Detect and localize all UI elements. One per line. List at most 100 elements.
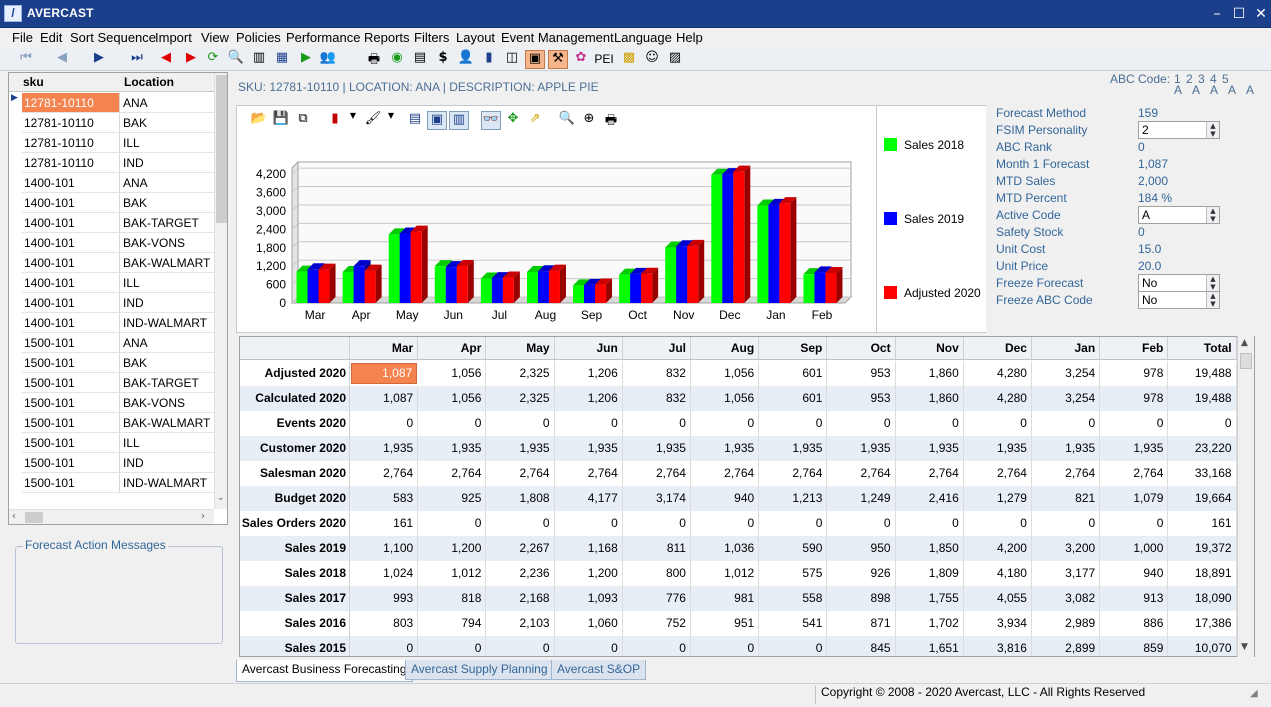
location-cell[interactable]: BAK-VONS — [120, 393, 214, 413]
sku-list-row[interactable]: 1500-101 BAK-WALMART — [9, 413, 214, 433]
grid-scroll-thumb[interactable] — [1240, 353, 1252, 369]
grid-cell[interactable]: 19,488 — [1168, 361, 1237, 386]
scroll-right-icon[interactable]: › — [201, 511, 205, 522]
menu-edit[interactable]: Edit — [40, 30, 63, 45]
paint-icon[interactable]: 🖌 — [364, 111, 382, 126]
chart-type-icon[interactable]: ▮ — [331, 111, 339, 126]
location-cell[interactable]: ILL — [120, 133, 214, 153]
location-cell[interactable]: ILL — [120, 433, 214, 453]
first-record-icon[interactable]: ⏮ — [20, 50, 32, 65]
grid-column-header[interactable]: Jan — [1032, 337, 1101, 360]
previous-record-icon[interactable]: ◀ — [57, 50, 67, 65]
location-cell[interactable]: BAK-VONS — [120, 233, 214, 253]
grid-cell[interactable]: 1,206 — [555, 361, 623, 386]
freeze-forecast-value[interactable]: No — [1142, 276, 1158, 290]
sku-cell[interactable]: 1500-101 — [22, 393, 120, 413]
sku-list-row[interactable]: ▶ 12781-10110 ANA — [9, 93, 214, 113]
calendar-icon[interactable]: ▤ — [413, 50, 427, 65]
grid-cell[interactable]: 953 — [827, 361, 896, 386]
copy-icon[interactable]: ⧉ — [298, 111, 308, 126]
location-cell[interactable]: BAK-TARGET — [120, 373, 214, 393]
spinner-icon[interactable]: ▲ ▼ — [1206, 122, 1219, 138]
glasses-icon[interactable]: 👓 — [481, 111, 501, 130]
paint-dropdown-icon[interactable]: ▼ — [387, 111, 395, 120]
sku-cell[interactable]: 1400-101 — [22, 193, 120, 213]
table-view-icon[interactable]: ▥ — [449, 111, 469, 130]
active-code-value[interactable]: A — [1142, 208, 1151, 222]
location-cell[interactable]: ANA — [120, 333, 214, 353]
sku-cell[interactable]: 1500-101 — [22, 413, 120, 433]
scroll-down-icon[interactable]: ⌄ — [217, 493, 225, 503]
grid-cell[interactable]: 1,860 — [896, 361, 964, 386]
freeze-abc-code-select[interactable]: No ▲ ▼ — [1138, 291, 1220, 309]
menu-file[interactable]: File — [12, 30, 33, 45]
move-icon[interactable]: ✥ — [507, 111, 519, 126]
run-icon[interactable]: ▶ — [301, 50, 311, 65]
location-cell[interactable]: BAK-WALMART — [120, 413, 214, 433]
sku-list-row[interactable]: 1500-101 BAK-TARGET — [9, 373, 214, 393]
scroll-left-icon[interactable]: ‹ — [12, 511, 16, 522]
tab-business-forecasting[interactable]: Avercast Business Forecasting — [236, 660, 413, 682]
print-icon[interactable]: 🖶 — [367, 52, 381, 67]
grid-column-header[interactable]: Jul — [622, 337, 691, 360]
close-icon[interactable]: ✕ — [1255, 6, 1267, 22]
scroll-thumb[interactable] — [216, 75, 227, 223]
tab-supply-planning[interactable]: Avercast Supply Planning — [405, 660, 554, 680]
sku-cell[interactable]: 1500-101 — [22, 433, 120, 453]
menu-import[interactable]: Import — [155, 30, 192, 45]
person-icon[interactable]: ☺ — [645, 50, 659, 65]
sku-list-row[interactable]: 12781-10110 IND — [9, 153, 214, 173]
sku-list-row[interactable]: 1400-101 BAK-TARGET — [9, 213, 214, 233]
grid-cell[interactable]: 3,254 — [1032, 361, 1101, 386]
sku-cell[interactable]: 12781-10110 — [22, 93, 120, 113]
fsim-personality-value[interactable]: 2 — [1142, 123, 1149, 137]
resize-grip-icon[interactable]: ◢ — [1250, 688, 1258, 699]
sku-list-row[interactable]: 1500-101 ILL — [9, 433, 214, 453]
scroll-up-icon[interactable]: ▲ — [1241, 338, 1248, 348]
sku-cell[interactable]: 1500-101 — [22, 473, 120, 493]
page-icon[interactable]: ▤ — [408, 111, 422, 126]
menu-event-management[interactable]: Event Management — [501, 30, 614, 45]
zoom-page-icon[interactable]: ⊕ — [583, 111, 595, 126]
sku-list-row[interactable]: 1500-101 IND — [9, 453, 214, 473]
sku-list-row[interactable]: 1400-101 IND — [9, 293, 214, 313]
hscroll-thumb[interactable] — [25, 512, 43, 523]
spinner-icon[interactable]: ▲ ▼ — [1206, 275, 1219, 291]
palette-icon[interactable]: ✿ — [575, 50, 587, 65]
grid-column-header[interactable]: Oct — [827, 337, 896, 360]
globe-icon[interactable]: ◉ — [391, 50, 403, 65]
sku-list-horizontal-scrollbar[interactable]: ‹ › — [9, 509, 214, 524]
menu-help[interactable]: Help — [676, 30, 703, 45]
grid-column-header[interactable]: Total — [1168, 337, 1237, 360]
grid-column-header[interactable]: Aug — [691, 337, 760, 360]
grid-column-header[interactable]: Jun — [554, 337, 623, 360]
location-cell[interactable]: BAK — [120, 193, 214, 213]
menu-layout[interactable]: Layout — [456, 30, 496, 45]
menu-performance[interactable]: Performance — [286, 30, 361, 45]
red-back-icon[interactable]: ◀ — [161, 50, 171, 65]
spinner-icon[interactable]: ▲ ▼ — [1206, 207, 1219, 223]
zoom-icon[interactable]: 🔍 — [558, 111, 576, 126]
sku-list-row[interactable]: 12781-10110 ILL — [9, 133, 214, 153]
grid-color-icon[interactable]: ▩ — [622, 50, 636, 65]
grid-cell[interactable]: 1,087 — [351, 363, 418, 384]
chart-view-icon[interactable]: ▣ — [427, 111, 447, 130]
pei-button[interactable]: PEI — [594, 52, 614, 66]
next-record-icon[interactable]: ▶ — [94, 50, 104, 65]
chart-print-icon[interactable]: 🖶 — [604, 113, 618, 128]
location-cell[interactable]: ANA — [120, 173, 214, 193]
save-icon[interactable]: 💾 — [272, 111, 290, 126]
menu-filters[interactable]: Filters — [414, 30, 450, 45]
freeze-forecast-select[interactable]: No ▲ ▼ — [1138, 274, 1220, 292]
grid-cell[interactable]: 1,056 — [691, 361, 760, 386]
chart-type-dropdown-icon[interactable]: ▼ — [349, 111, 357, 120]
menu-sort-sequence[interactable]: Sort Sequence — [70, 30, 157, 45]
bar-chart-icon[interactable]: ▮ — [485, 50, 493, 65]
sku-list-row[interactable]: 1400-101 ANA — [9, 173, 214, 193]
active-code-select[interactable]: A ▲ ▼ — [1138, 206, 1220, 224]
maximize-icon[interactable]: ☐ — [1232, 6, 1246, 22]
grid-column-header[interactable]: Feb — [1100, 337, 1169, 360]
location-cell[interactable]: BAK-WALMART — [120, 253, 214, 273]
sku-cell[interactable]: 1400-101 — [22, 173, 120, 193]
search-icon[interactable]: 🔍 — [227, 50, 245, 65]
